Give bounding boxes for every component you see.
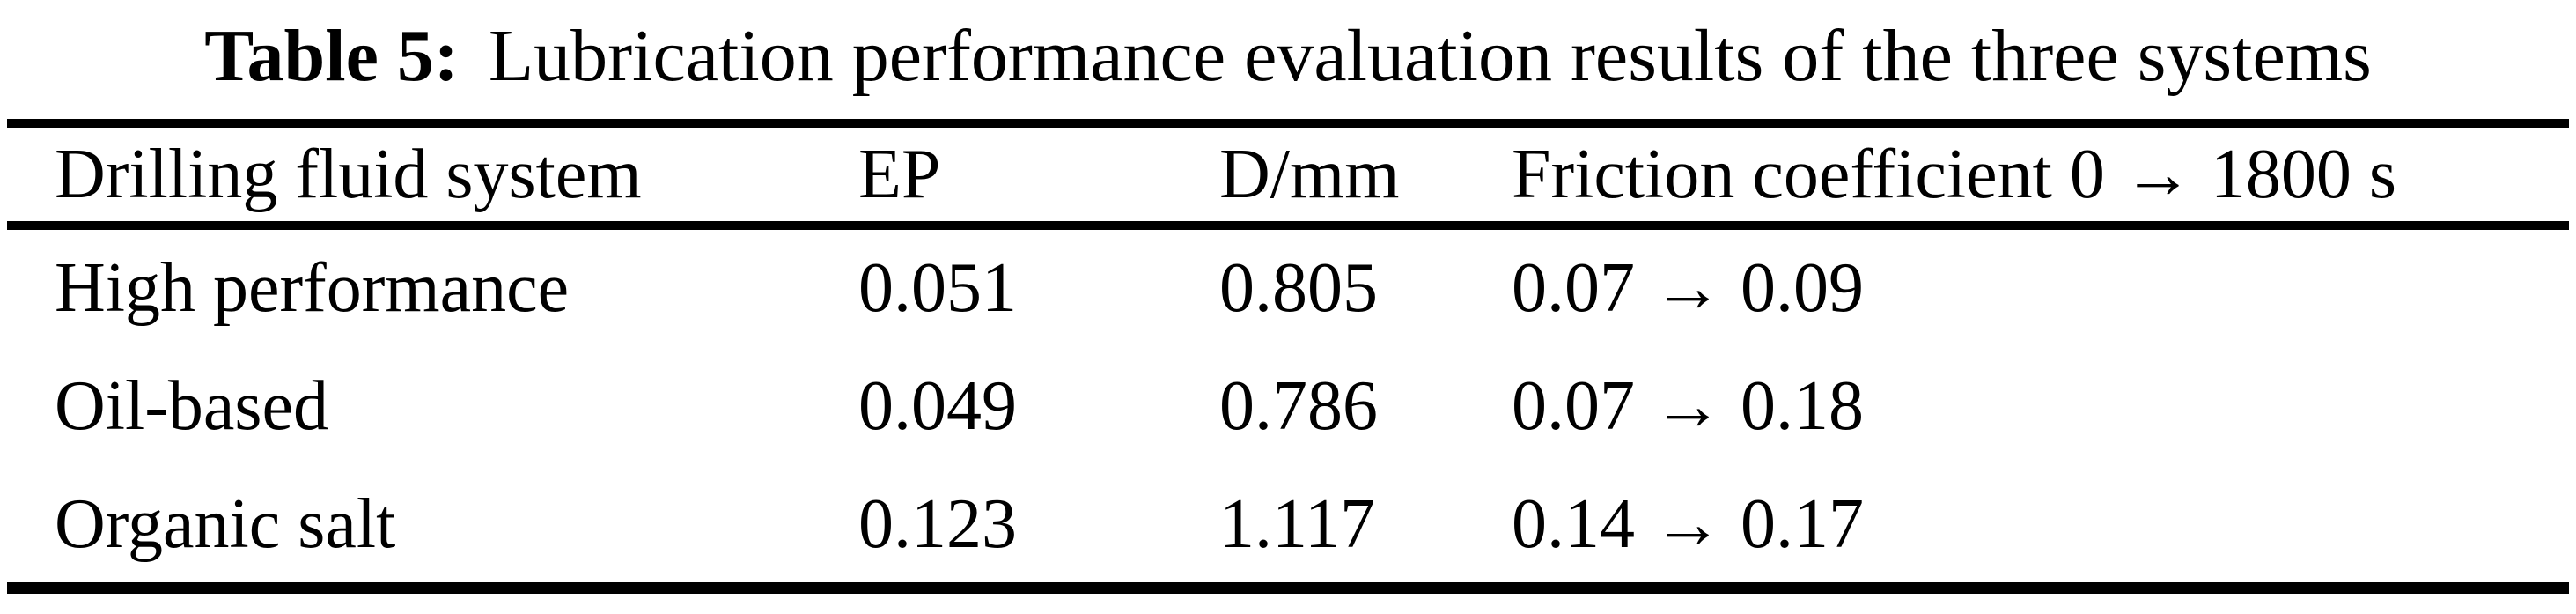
- table-row-high-performance: High performance 0.051 0.805 0.07 → 0.09: [7, 226, 2569, 346]
- table-body: High performance 0.051 0.805 0.07 → 0.09…: [7, 226, 2569, 588]
- cell-ep: 0.049: [858, 367, 1017, 445]
- cell-d-mm: 0.786: [1219, 367, 1378, 445]
- col-header-d-mm: D/mm: [1219, 135, 1400, 213]
- table-row-oil-based: Oil-based 0.049 0.786 0.07 → 0.18: [7, 346, 2569, 467]
- results-table: Drilling fluid system EP D/mm Friction c…: [7, 119, 2569, 594]
- table-row-organic-salt: Organic salt 0.123 1.117 0.14 → 0.17: [7, 467, 2569, 588]
- cell-friction: 0.14 → 0.17: [1512, 485, 1864, 563]
- cell-ep: 0.051: [858, 248, 1017, 327]
- header-row: Drilling fluid system EP D/mm Friction c…: [7, 123, 2569, 226]
- caption-label: Table 5:: [204, 14, 459, 97]
- cell-system: High performance: [55, 248, 570, 327]
- cell-ep: 0.123: [858, 485, 1017, 563]
- cell-system: Oil-based: [55, 367, 329, 445]
- col-header-friction-coefficient: Friction coefficient 0 → 1800 s: [1512, 135, 2396, 213]
- col-header-ep: EP: [858, 135, 941, 213]
- cell-d-mm: 0.805: [1219, 248, 1378, 327]
- cell-system: Organic salt: [55, 485, 396, 563]
- table-header: Drilling fluid system EP D/mm Friction c…: [7, 123, 2569, 226]
- cell-friction: 0.07 → 0.09: [1512, 248, 1864, 327]
- cell-friction: 0.07 → 0.18: [1512, 367, 1864, 445]
- caption-title: Lubrication performance evaluation resul…: [488, 14, 2372, 97]
- table-caption: Table 5: Lubrication performance evaluat…: [0, 0, 2576, 111]
- col-header-drilling-fluid-system: Drilling fluid system: [55, 135, 642, 213]
- cell-d-mm: 1.117: [1219, 485, 1376, 563]
